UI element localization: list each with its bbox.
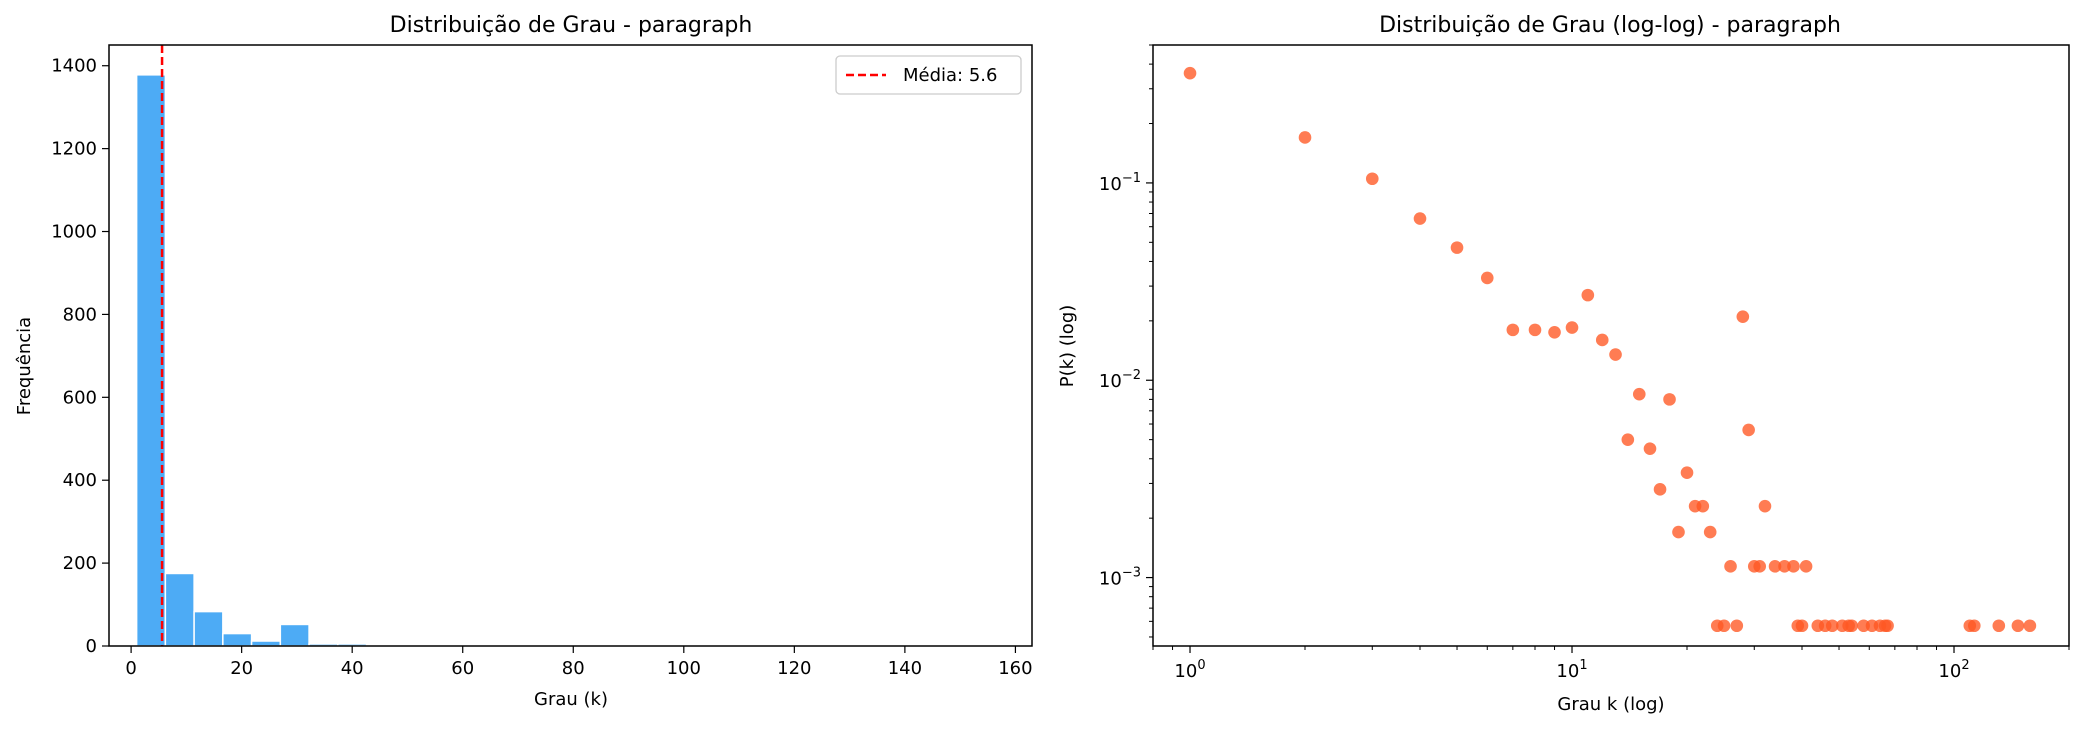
x-tick-label: 80 (562, 658, 585, 679)
scatter-point (1799, 560, 1813, 573)
y-tick-label: 10−1 (1099, 171, 1141, 195)
scatter-point (1480, 271, 1494, 285)
scatter-point (1528, 323, 1542, 337)
scatter-point (1881, 619, 1894, 633)
scatter-point (1758, 499, 1772, 513)
scatter-point (1663, 393, 1676, 406)
y-tick-label: 1000 (51, 222, 97, 243)
scatter-point (1795, 619, 1809, 633)
scatter-point (1680, 466, 1694, 479)
scatter-point (1643, 442, 1657, 455)
x-tick-label: 20 (230, 658, 253, 679)
histogram-plot-area (135, 45, 368, 647)
scatter-point (1581, 288, 1595, 302)
x-tick-label: 102 (1938, 658, 1969, 682)
legend-box (835, 55, 1022, 95)
scatter-point (1632, 387, 1646, 401)
scatter-point (1768, 560, 1782, 573)
y-tick-label: 1400 (51, 56, 97, 77)
histogram-x-axis: 0 20 40 60 80 100 120 140 160 (125, 646, 1033, 679)
scatter-point (1609, 348, 1622, 361)
scatter-point (1413, 212, 1427, 225)
histogram-y-label: Frequência (14, 317, 35, 415)
scatter-point (1653, 483, 1667, 496)
scatter-point (1967, 619, 1981, 633)
scatter-point (1506, 323, 1520, 337)
loglog-title: Distribuição de Grau (log-log) - paragra… (1379, 13, 1841, 38)
histogram-panel: Distribuição de Grau - paragraph 0 20 40 60… (14, 13, 1033, 710)
x-tick-label: 0 (125, 658, 136, 679)
y-tick-label: 400 (63, 470, 97, 491)
legend-mean-label: Média: 5.6 (903, 65, 997, 86)
scatter-point (1621, 433, 1635, 446)
histogram-axes-frame (108, 44, 1033, 647)
histogram-title: Distribuição de Grau - paragraph (390, 13, 753, 38)
histogram-bar (279, 623, 310, 647)
loglog-y-label: P(k) (log) (1057, 305, 1078, 388)
scatter-point (1724, 560, 1737, 573)
scatter-point (1787, 560, 1800, 573)
x-tick-label: 140 (888, 658, 922, 679)
histogram-bar (193, 610, 224, 647)
x-tick-label: 120 (777, 658, 811, 679)
scatter-point (1548, 325, 1561, 339)
scatter-point (1696, 499, 1710, 513)
y-tick-label: 0 (86, 636, 97, 657)
loglog-plot-area (1183, 66, 2037, 633)
x-tick-label: 60 (451, 658, 474, 679)
x-tick-label: 100 (1174, 658, 1205, 682)
loglog-x-label: Grau k (log) (1557, 694, 1664, 715)
x-tick-label: 101 (1556, 658, 1587, 682)
scatter-point (1736, 310, 1750, 323)
scatter-point (1753, 560, 1767, 573)
histogram-legend: Média: 5.6 (835, 55, 1022, 95)
histogram-bar (135, 74, 167, 647)
scatter-point (1298, 131, 1312, 144)
histogram-x-label: Grau (k) (534, 689, 608, 710)
scatter-point (1717, 619, 1731, 633)
scatter-point (1450, 241, 1464, 254)
scatter-point (1365, 172, 1379, 186)
scatter-point (1825, 619, 1839, 633)
loglog-y-axis: 10−3 10−2 10−1 (1099, 44, 1153, 638)
y-tick-label: 10−3 (1099, 566, 1141, 590)
y-tick-label: 600 (63, 387, 97, 408)
scatter-point (1565, 321, 1579, 334)
x-tick-label: 40 (341, 658, 364, 679)
histogram-y-axis: 0 200 400 600 800 1000 1200 1400 (51, 56, 109, 657)
x-tick-label: 160 (998, 658, 1032, 679)
scatter-point (1672, 525, 1685, 539)
histogram-bar (222, 632, 253, 647)
scatter-point (2011, 619, 2025, 633)
y-tick-label: 10−2 (1099, 368, 1141, 392)
y-tick-label: 800 (63, 304, 97, 325)
scatter-point (1778, 560, 1791, 573)
histogram-bar (164, 572, 195, 647)
scatter-point (1730, 619, 1744, 633)
loglog-axes-frame (1152, 44, 2070, 647)
scatter-point (1595, 333, 1609, 347)
scatter-point (1742, 423, 1755, 437)
loglog-panel: Distribuição de Grau (log-log) - paragra… (1057, 13, 2070, 715)
scatter-point (1183, 66, 1197, 80)
scatter-point (1703, 525, 1717, 539)
scatter-point (1845, 619, 1859, 633)
y-tick-label: 200 (63, 553, 97, 574)
scatter-point (1992, 619, 2006, 633)
scatter-point (2023, 619, 2037, 633)
x-tick-label: 100 (667, 658, 701, 679)
y-tick-label: 1200 (51, 139, 97, 160)
